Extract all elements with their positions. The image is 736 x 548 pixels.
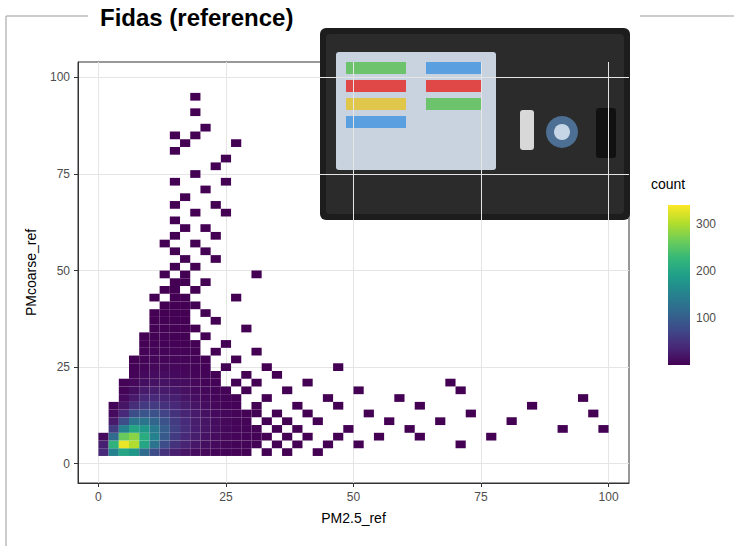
svg-text:25: 25 [219,490,233,504]
svg-text:50: 50 [57,264,71,278]
svg-text:75: 75 [57,167,71,181]
svg-text:0: 0 [63,457,70,471]
svg-text:25: 25 [57,360,71,374]
svg-text:75: 75 [474,490,488,504]
svg-text:PM2.5_ref: PM2.5_ref [321,510,386,526]
svg-text:0: 0 [95,490,102,504]
svg-text:PMcoarse_ref: PMcoarse_ref [23,229,39,316]
svg-text:Fidas (reference): Fidas (reference) [100,4,293,31]
svg-text:count: count [651,176,685,192]
svg-text:100: 100 [50,70,70,84]
svg-text:100: 100 [599,490,619,504]
svg-text:100: 100 [696,311,716,325]
svg-text:50: 50 [347,490,361,504]
svg-text:200: 200 [696,264,716,278]
svg-text:300: 300 [696,217,716,231]
